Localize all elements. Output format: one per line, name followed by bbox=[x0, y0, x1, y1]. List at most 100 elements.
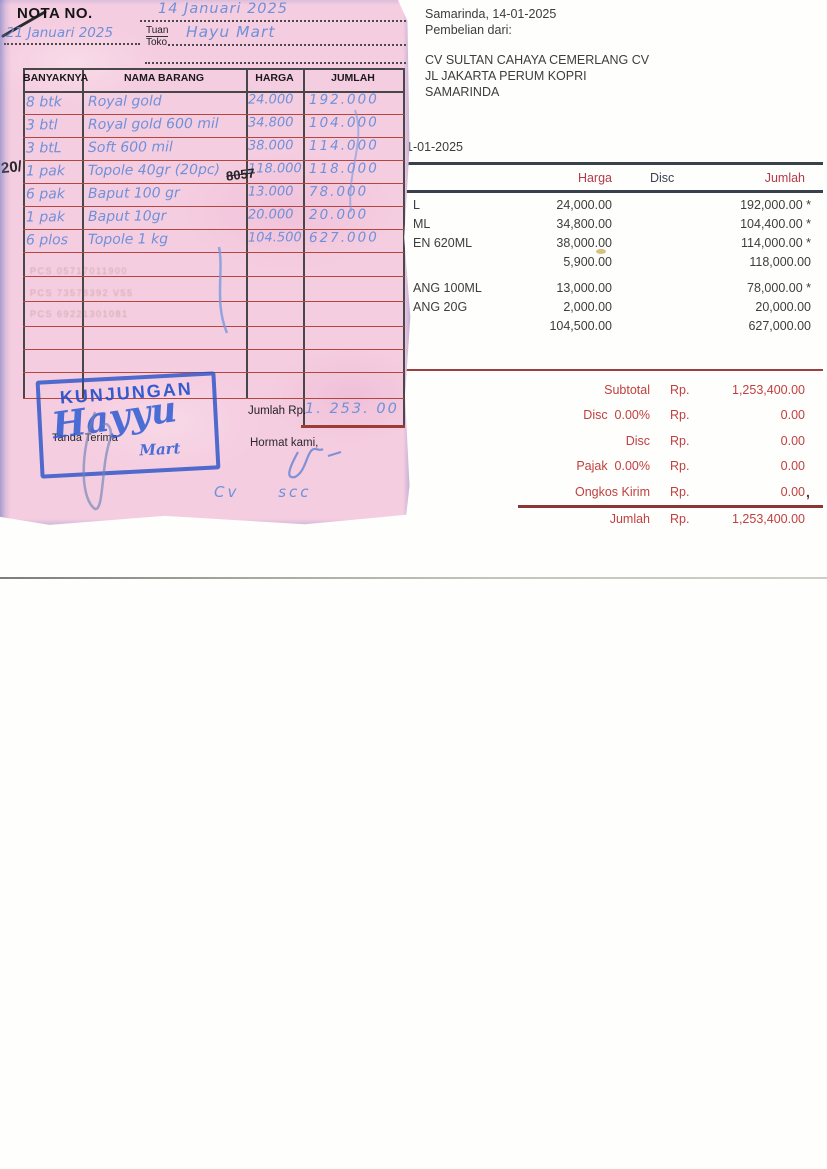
hw-jumlah: 104.000 bbox=[308, 114, 379, 132]
invoice-city-date: Samarinda, 14-01-2025 bbox=[425, 7, 557, 21]
nota-col-jumlah: JUMLAH bbox=[331, 72, 375, 84]
item-jumlah: 114,000.00 * bbox=[741, 236, 811, 250]
dotted-line bbox=[4, 43, 140, 45]
items-bottom-rule bbox=[403, 369, 823, 371]
hw-jumlah: 192.000 bbox=[308, 91, 379, 109]
kunjungan-stamp: KUNJUNGAN Hayyu Mart bbox=[35, 371, 221, 479]
item-jumlah: 104,400.00 * bbox=[740, 217, 811, 231]
row-line bbox=[23, 252, 404, 254]
hw-harga: 24.000 bbox=[247, 92, 294, 108]
hw-harga: 20.000 bbox=[247, 207, 294, 223]
item-name bbox=[405, 255, 523, 274]
hw-qty: 8 btk bbox=[25, 94, 62, 111]
col-header-jumlah: Jumlah bbox=[764, 171, 805, 185]
table-row: ML 34,800.00 104,400.00 * bbox=[405, 217, 823, 236]
hw-harga: 34.800 bbox=[247, 115, 294, 131]
item-jumlah: 627,000.00 bbox=[748, 319, 811, 333]
hw-item: Soft 600 mil bbox=[87, 139, 173, 156]
row-line bbox=[23, 276, 404, 278]
item-harga: 5,900.00 bbox=[563, 255, 612, 269]
stamp-sub: Mart bbox=[138, 439, 181, 460]
hw-qty: 1 pak bbox=[25, 163, 65, 180]
hw-item: Baput 10gr bbox=[87, 208, 167, 225]
nota-col-nama-barang: NAMA BARANG bbox=[123, 72, 205, 84]
summary-rp: Rp. bbox=[670, 459, 690, 473]
handwritten-row: 6 plos Topole 1 kg 104.500 627.000 bbox=[0, 229, 403, 255]
summary-value: 0.00 bbox=[780, 434, 805, 448]
hw-item: Baput 100 gr bbox=[87, 185, 180, 202]
item-disc bbox=[612, 217, 672, 236]
summary-rp: Rp. bbox=[670, 408, 690, 422]
row-line bbox=[23, 326, 404, 328]
summary-label: Subtotal bbox=[604, 383, 650, 397]
item-name: L bbox=[413, 198, 420, 212]
table-row: ANG 100ML 13,000.00 78,000.00 * bbox=[405, 281, 823, 300]
summary-label: Disc 0.00% bbox=[583, 408, 650, 422]
summary-value: 1,253,400.00 bbox=[732, 512, 805, 526]
item-name: ANG 100ML bbox=[413, 281, 482, 295]
vendor-address: JL JAKARTA PERUM KOPRI bbox=[425, 69, 587, 83]
table-header-rule bbox=[403, 190, 823, 193]
vendor-name: CV SULTAN CAHAYA CEMERLANG CV bbox=[425, 53, 650, 67]
tuan-toko-label: Tuan Toko bbox=[146, 25, 169, 48]
item-disc bbox=[612, 255, 672, 274]
dotted-line bbox=[168, 44, 406, 46]
handwritten-row: 1 pak Topole 40gr (20pc) 118.000 118.000 bbox=[0, 160, 403, 186]
hw-item: Topole 1 kg bbox=[87, 231, 169, 248]
summary-label: Ongkos Kirim bbox=[574, 485, 650, 499]
table-row: L 24,000.00 192,000.00 * bbox=[405, 198, 823, 217]
hw-harga: 38.000 bbox=[247, 138, 294, 154]
invoice-column-headers: Harga Disc Jumlah bbox=[405, 171, 823, 185]
nota-col-harga: HARGA bbox=[255, 72, 294, 84]
summary-value: 0.00 bbox=[780, 408, 805, 422]
summary-value: 0.00 bbox=[780, 459, 805, 473]
hw-qty: 3 btL bbox=[25, 140, 62, 157]
summary-rp: Rp. bbox=[670, 383, 690, 397]
item-disc bbox=[612, 198, 672, 217]
hw-qty: 6 plos bbox=[25, 232, 69, 249]
row-line bbox=[23, 229, 404, 231]
invoice-vendor-block: CV SULTAN CAHAYA CEMERLANG CV JL JAKARTA… bbox=[425, 52, 649, 100]
signature-note: Cv scc bbox=[214, 483, 312, 501]
hw-jumlah: 78.000 bbox=[308, 183, 369, 201]
grid-line bbox=[246, 68, 248, 399]
hw-item: Royal gold 600 mil bbox=[87, 115, 219, 133]
hw-qty: 6 pak bbox=[25, 186, 65, 203]
bleedthrough-text: PCS 73578392 V55 bbox=[30, 288, 134, 298]
vendor-city: SAMARINDA bbox=[425, 85, 500, 99]
handwritten-date-top: 14 Januari 2025 bbox=[158, 1, 288, 17]
item-harga: 2,000.00 bbox=[563, 300, 612, 314]
hw-harga: 118.000 bbox=[247, 161, 302, 177]
summary-row: Ongkos Kirim Rp. 0.00 bbox=[405, 485, 823, 510]
grid-line bbox=[23, 91, 404, 93]
item-name bbox=[405, 319, 523, 338]
pen-mark: , bbox=[806, 484, 810, 500]
table-row: 104,500.00 627,000.00 bbox=[405, 319, 823, 338]
tuan-label: Tuan bbox=[146, 25, 169, 36]
item-disc bbox=[612, 236, 672, 255]
table-row: EN 620ML 38,000.00 114,000.00 * bbox=[405, 236, 823, 255]
row-line bbox=[23, 114, 404, 116]
margin-annotation: 20/ bbox=[0, 157, 23, 178]
row-line bbox=[23, 206, 404, 208]
grid-line bbox=[23, 68, 404, 70]
invoice-date-fragment: 1-01-2025 bbox=[406, 140, 463, 154]
item-harga: 24,000.00 bbox=[556, 198, 612, 212]
smudge bbox=[596, 249, 606, 254]
summary-row: Pajak 0.00% Rp. 0.00 bbox=[405, 459, 823, 484]
handwritten-row: 3 btL Soft 600 mil 38.000 114.000 bbox=[0, 137, 403, 163]
total-rule bbox=[518, 505, 823, 508]
item-harga: 38,000.00 bbox=[556, 236, 612, 250]
hw-harga: 13.000 bbox=[247, 184, 294, 200]
table-top-rule bbox=[403, 162, 823, 165]
summary-value: 0.00 bbox=[780, 485, 805, 499]
bleedthrough-text: PCS 69221301081 bbox=[30, 309, 129, 319]
handwritten-row: 6 pak Baput 100 gr 13.000 78.000 bbox=[0, 183, 403, 209]
bleedthrough-text: PCS 05717011900 bbox=[30, 266, 128, 276]
invoice-pembelian-label: Pembelian dari: bbox=[425, 23, 512, 37]
row-line bbox=[23, 301, 404, 303]
row-line bbox=[23, 160, 404, 162]
hw-qty: 3 btl bbox=[25, 117, 58, 134]
summary-row: Disc 0.00% Rp. 0.00 bbox=[405, 408, 823, 433]
item-jumlah: 118,000.00 bbox=[749, 255, 811, 269]
